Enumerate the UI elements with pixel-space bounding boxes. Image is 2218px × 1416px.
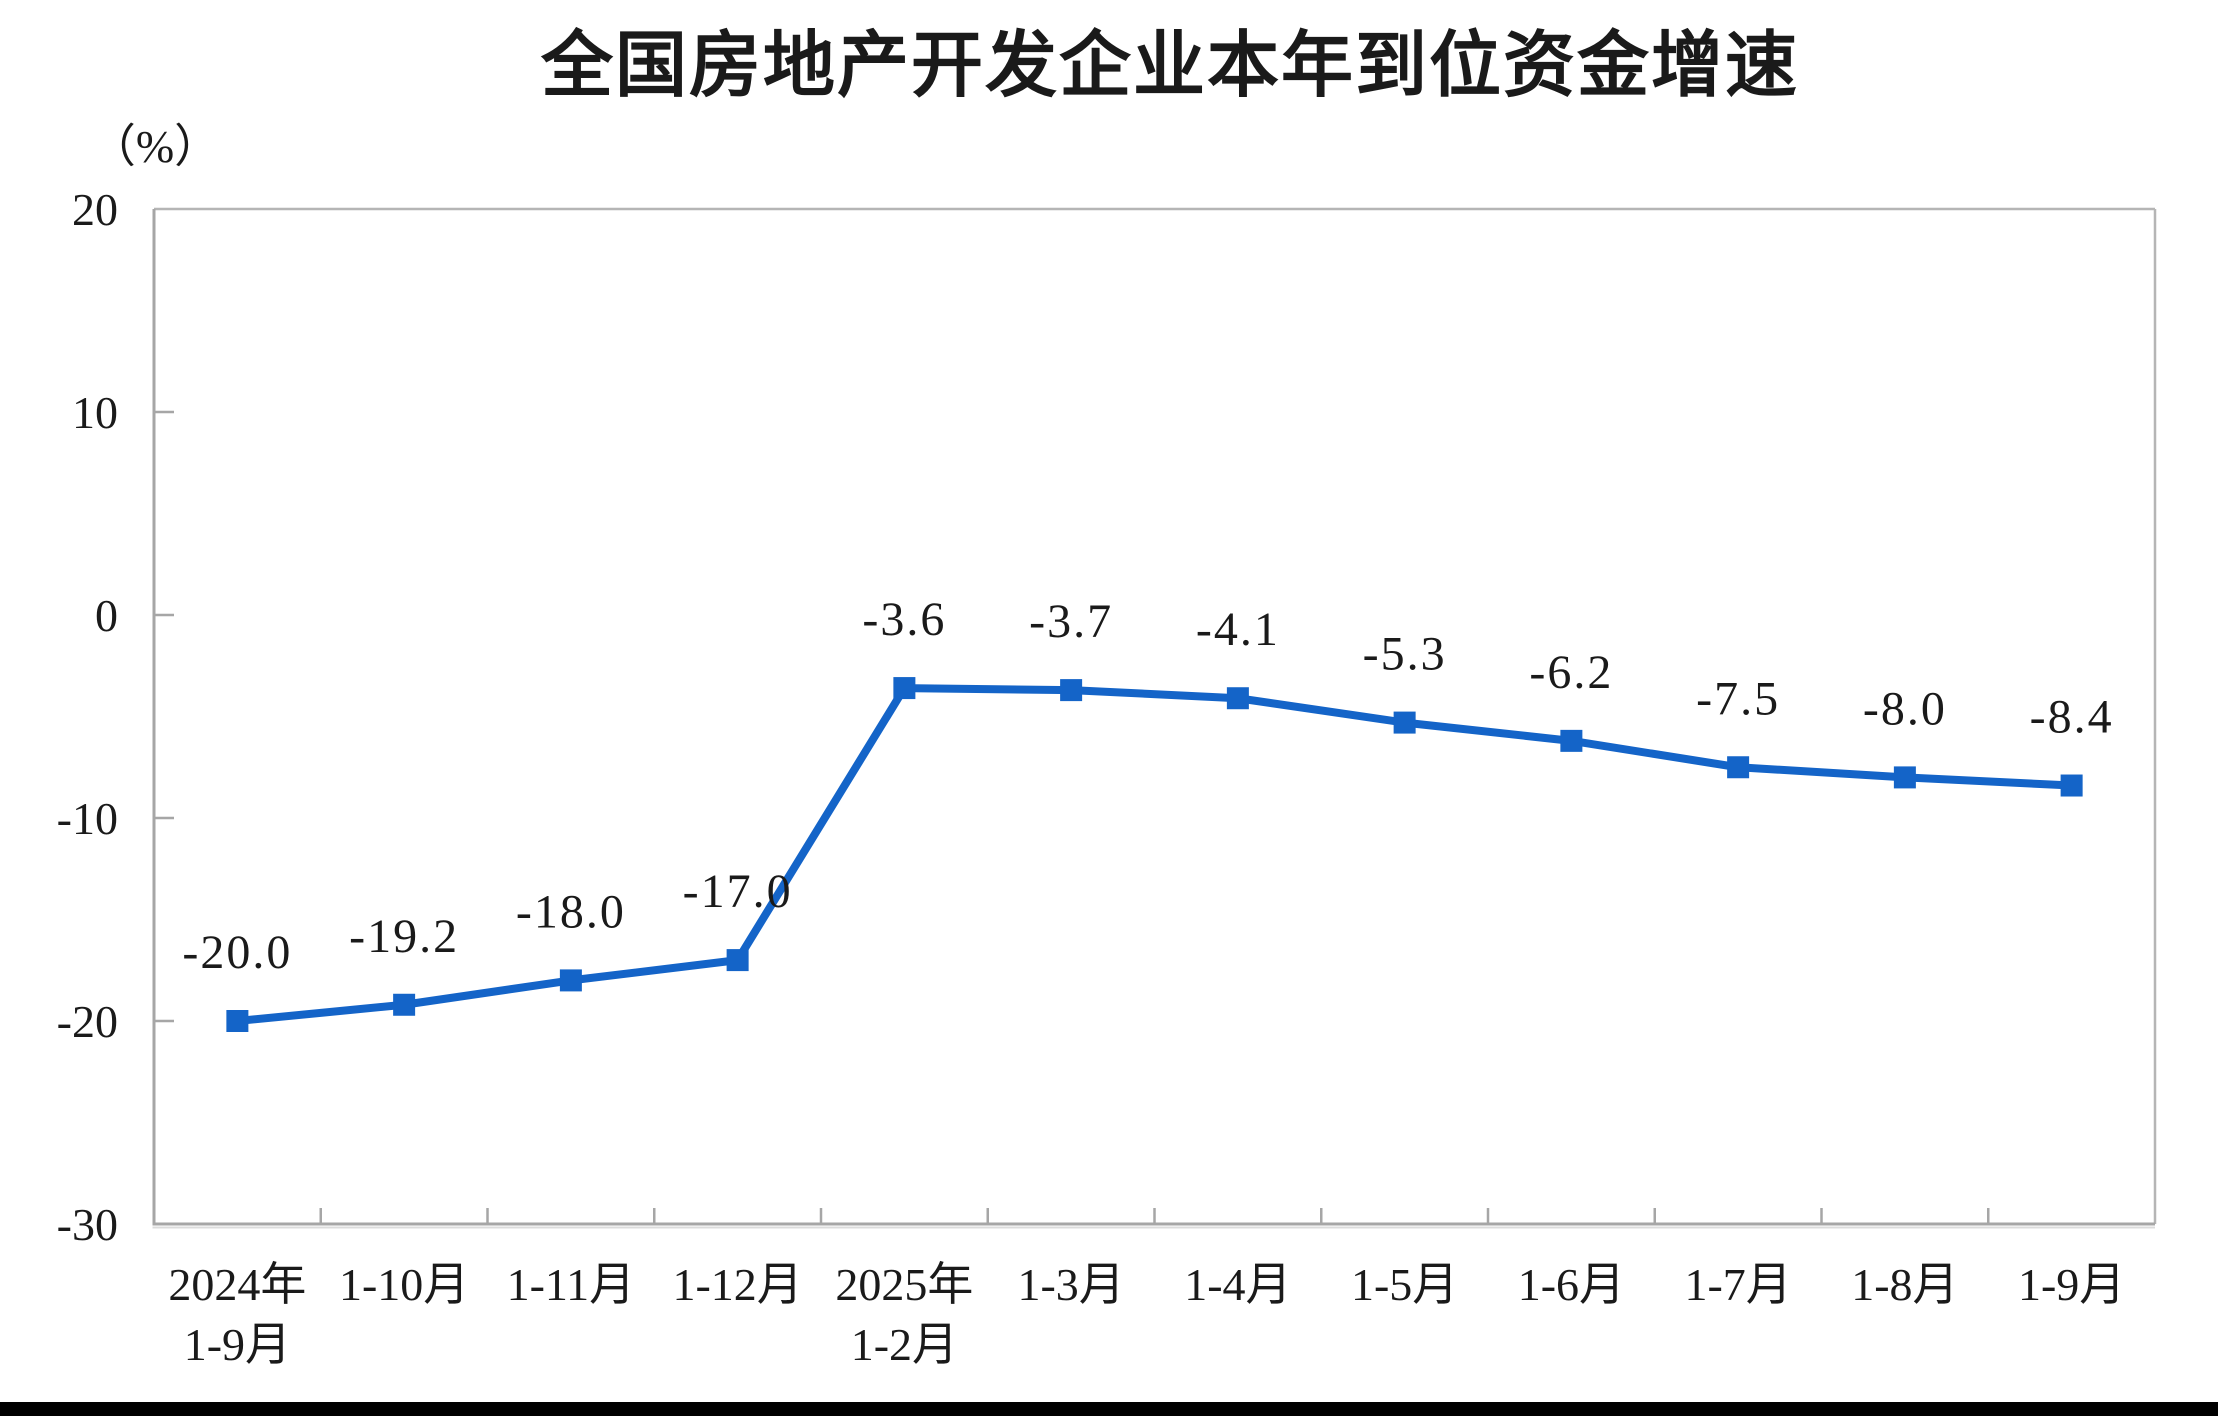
- data-point-label: -3.6: [862, 593, 946, 646]
- data-point-label: -8.4: [2030, 691, 2114, 744]
- data-line: [233, 684, 2076, 1025]
- y-tick-label: -20: [57, 996, 118, 1047]
- x-tick-label: 2024年 1-9月: [168, 1259, 306, 1370]
- x-tick-label: 1-8月: [1851, 1259, 1958, 1310]
- y-tick-label: 0: [95, 590, 118, 641]
- data-point-marker: [559, 969, 582, 992]
- data-point-marker: [1226, 687, 1249, 710]
- data-point-label: -6.2: [1529, 646, 1613, 699]
- y-tick-label: 10: [72, 387, 118, 438]
- x-tick-label: 1-5月: [1351, 1259, 1458, 1310]
- data-point-marker: [726, 949, 749, 972]
- data-point-marker: [1893, 766, 1916, 789]
- data-point-label: -4.1: [1196, 603, 1280, 656]
- data-point-label: -7.5: [1696, 672, 1780, 725]
- x-tick-label: 1-9月: [2018, 1259, 2125, 1310]
- x-tick-label: 1-7月: [1684, 1259, 1791, 1310]
- data-point-marker: [1393, 711, 1416, 734]
- data-point-label: -20.0: [182, 926, 292, 979]
- y-tick-label: 20: [72, 184, 118, 235]
- x-tick-label: 1-3月: [1017, 1259, 1124, 1310]
- data-point-label: -18.0: [516, 885, 626, 938]
- x-tick-label: 1-10月: [339, 1259, 469, 1310]
- x-tick-label: 2025年 1-2月: [835, 1259, 973, 1370]
- chart-title: 全国房地产开发企业本年到位资金增速: [540, 26, 1800, 106]
- data-point-label: -5.3: [1363, 628, 1447, 681]
- data-point-label: -3.7: [1029, 595, 1113, 648]
- data-point-marker: [893, 677, 916, 700]
- data-point-marker: [393, 993, 416, 1016]
- y-axis-unit-label: （%）: [89, 121, 221, 172]
- x-tick-label: 1-12月: [672, 1259, 802, 1310]
- y-tick-label: -10: [57, 793, 118, 844]
- x-tick-label: 1-11月: [507, 1259, 636, 1310]
- data-point-label: -19.2: [349, 910, 459, 963]
- data-point-marker: [226, 1010, 249, 1032]
- x-tick-label: 1-4月: [1184, 1259, 1291, 1310]
- x-tick-label: 1-6月: [1518, 1259, 1625, 1310]
- data-point-marker: [2060, 774, 2083, 797]
- y-tick-label: -30: [57, 1199, 118, 1250]
- bottom-black-bar: [0, 1402, 2218, 1416]
- data-point-label: -17.0: [683, 865, 793, 918]
- data-point-marker: [1727, 756, 1750, 779]
- data-point-label: -8.0: [1863, 682, 1947, 735]
- data-point-marker: [1560, 729, 1583, 752]
- data-point-marker: [1060, 679, 1083, 702]
